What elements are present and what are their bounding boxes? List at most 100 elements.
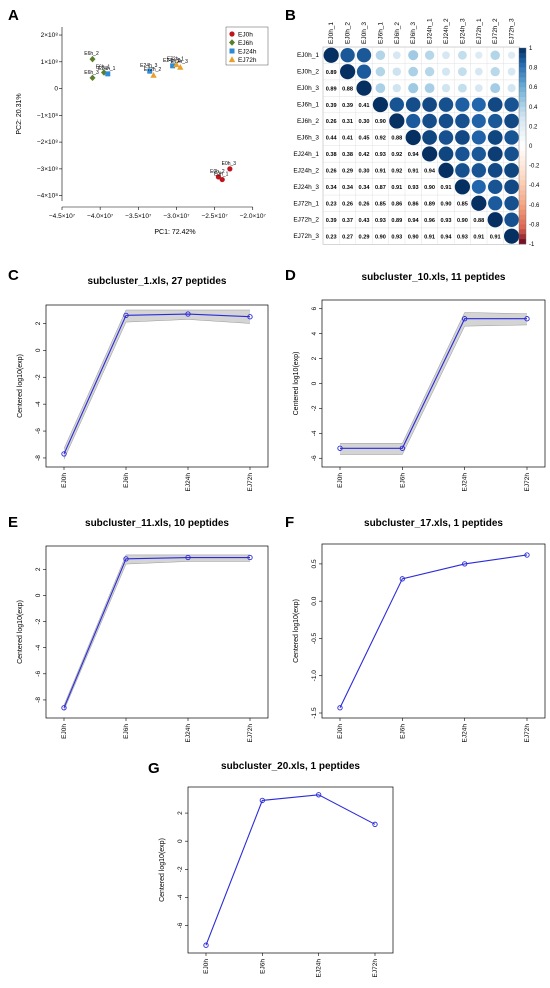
x-tick-label: EJ6h <box>259 959 266 974</box>
spread-band <box>64 554 250 711</box>
column-label: EJ6h_3 <box>410 22 417 44</box>
colorbar-segment <box>519 190 526 196</box>
data-point <box>61 451 67 457</box>
y-tick-label: -1.0 <box>311 670 318 682</box>
data-point <box>399 445 405 451</box>
x-tick-label: EJ0h <box>61 724 68 739</box>
correlation-circle <box>504 228 520 244</box>
y-tick-label: 1×10⁸ <box>41 59 59 66</box>
correlation-circle <box>488 196 503 211</box>
data-point <box>105 71 111 77</box>
correlation-circle <box>372 96 388 113</box>
column-label: EJ0h_2 <box>345 22 352 44</box>
correlation-value: 0.88 <box>342 86 353 92</box>
point-label: E6h_1 <box>96 65 111 71</box>
x-tick-label: −4.5×10⁷ <box>49 213 76 220</box>
point-label: E0h_3 <box>222 161 237 167</box>
correlation-circle <box>487 130 503 145</box>
x-tick-label: EJ6h <box>399 724 406 739</box>
correlation-value: 0.38 <box>326 152 337 158</box>
correlation-value: 0.42 <box>359 152 370 158</box>
correlation-value: 0.91 <box>473 234 484 240</box>
correlation-circle <box>375 83 386 93</box>
correlation-circle <box>471 113 486 129</box>
y-tick-label: −1×10⁸ <box>37 112 58 119</box>
row-label: EJ72h_2 <box>293 217 319 224</box>
column-label: EJ72h_3 <box>509 18 516 44</box>
peptide-trace <box>63 561 250 711</box>
correlation-value: 0.86 <box>408 201 419 207</box>
correlation-circle <box>424 50 435 60</box>
colorbar-segment <box>519 72 526 78</box>
legend-label: EJ0h <box>238 32 253 39</box>
colorbar-tick-label: -1 <box>529 242 535 248</box>
correlation-circle <box>392 83 401 93</box>
correlation-value: 0.29 <box>359 234 370 240</box>
correlation-circle <box>340 48 355 63</box>
correlation-value: 0.93 <box>457 234 468 240</box>
correlation-value: 0.91 <box>490 234 501 240</box>
correlation-value: 0.90 <box>424 185 435 191</box>
line-chart-subcluster-10: subcluster_10.xls, 11 peptides 6 4 2 0 -2 -4 -6… <box>293 272 546 491</box>
data-point <box>524 552 530 558</box>
correlation-value: 0.85 <box>375 201 386 207</box>
correlation-circle <box>487 146 503 162</box>
correlation-value: 0.43 <box>359 218 370 224</box>
correlation-circle <box>356 64 372 79</box>
x-tick-label: −3.0×10⁷ <box>163 213 190 220</box>
colorbar-tick-label: 0.4 <box>529 105 538 111</box>
y-tick-label: 2 <box>35 321 42 325</box>
chart-title: subcluster_17.xls, 1 peptides <box>364 518 503 529</box>
correlation-circle <box>507 67 516 76</box>
colorbar-segment <box>519 87 526 93</box>
y-tick-label: −4×10⁸ <box>37 193 58 200</box>
correlation-circle <box>471 179 486 194</box>
data-point <box>89 55 96 63</box>
y-axis-label: Centered log10(exp) <box>159 838 166 902</box>
y-tick-label: -4 <box>177 894 184 900</box>
correlation-circle <box>487 163 503 178</box>
legend-marker <box>228 56 236 63</box>
correlation-circle <box>490 50 500 60</box>
row-label: EJ24h_2 <box>293 167 319 174</box>
correlation-value: 0.26 <box>326 169 337 175</box>
correlation-circle <box>392 67 402 76</box>
correlation-circle <box>504 163 519 178</box>
y-tick-label: -2 <box>35 618 42 624</box>
correlation-value: 0.87 <box>375 185 386 191</box>
correlation-value: 0.93 <box>391 234 402 240</box>
correlation-value: 0.93 <box>408 185 419 191</box>
correlation-value: 0.34 <box>359 185 371 191</box>
data-point <box>372 821 378 827</box>
plot-frame <box>187 786 394 954</box>
correlation-circle <box>487 97 503 112</box>
data-point <box>337 445 343 451</box>
x-tick-label: EJ0h <box>203 959 210 974</box>
data-point <box>247 554 253 561</box>
y-tick-label: 0 <box>54 86 58 93</box>
mean-line <box>339 554 528 709</box>
correlation-value: 0.38 <box>342 152 353 158</box>
colorbar-tick-label: 0.2 <box>529 124 538 130</box>
y-tick-label: 4 <box>311 331 318 335</box>
colorbar-segment <box>519 101 526 108</box>
correlation-circle <box>457 83 467 93</box>
column-label: EJ0h_3 <box>361 22 368 44</box>
y-tick-label: −3×10⁸ <box>37 166 58 173</box>
row-label: EJ6h_1 <box>297 102 319 109</box>
point-label: E6h_2 <box>84 51 99 57</box>
point-label: E72h_2 <box>144 67 161 73</box>
point-label: E6h_3 <box>84 70 99 76</box>
colorbar-segment <box>519 146 526 152</box>
x-tick-label: EJ24h <box>185 724 192 743</box>
correlation-circle <box>323 47 339 63</box>
colorbar-segment <box>519 224 526 230</box>
correlation-circle <box>441 83 451 93</box>
colorbar-tick-label: -0.8 <box>529 222 540 228</box>
y-tick-label: 2 <box>35 567 42 571</box>
column-label: EJ24h_1 <box>427 18 434 44</box>
correlation-circle <box>471 130 486 145</box>
panel-letter-f: F <box>285 514 294 531</box>
correlation-value: 0.44 <box>326 136 338 142</box>
colorbar-segment <box>519 175 526 181</box>
